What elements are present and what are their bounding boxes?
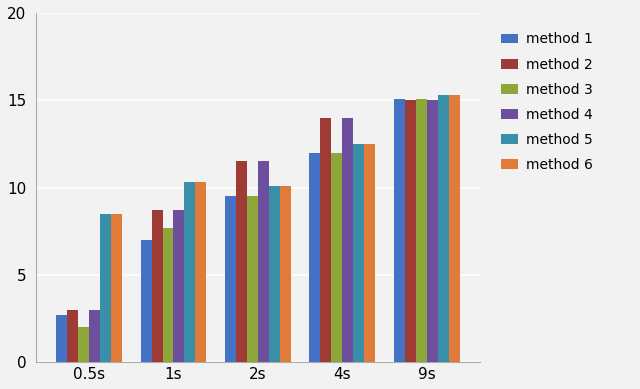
Bar: [321, 118, 332, 362]
Bar: [427, 100, 438, 362]
Bar: [247, 196, 258, 362]
Bar: [342, 118, 353, 362]
Bar: [438, 95, 449, 362]
Bar: [416, 98, 427, 362]
Bar: [89, 310, 100, 362]
Bar: [56, 315, 67, 362]
Bar: [141, 240, 152, 362]
Bar: [67, 310, 78, 362]
Bar: [353, 144, 364, 362]
Legend: method 1, method 2, method 3, method 4, method 5, method 6: method 1, method 2, method 3, method 4, …: [496, 27, 599, 177]
Bar: [258, 161, 269, 362]
Bar: [364, 144, 375, 362]
Bar: [173, 210, 184, 362]
Bar: [195, 182, 207, 362]
Bar: [269, 186, 280, 362]
Bar: [236, 161, 247, 362]
Bar: [100, 214, 111, 362]
Bar: [280, 186, 291, 362]
Bar: [394, 98, 405, 362]
Bar: [163, 228, 173, 362]
Bar: [225, 196, 236, 362]
Bar: [78, 327, 89, 362]
Bar: [184, 182, 195, 362]
Bar: [449, 95, 460, 362]
Bar: [111, 214, 122, 362]
Bar: [310, 152, 321, 362]
Bar: [152, 210, 163, 362]
Bar: [405, 100, 416, 362]
Bar: [332, 152, 342, 362]
